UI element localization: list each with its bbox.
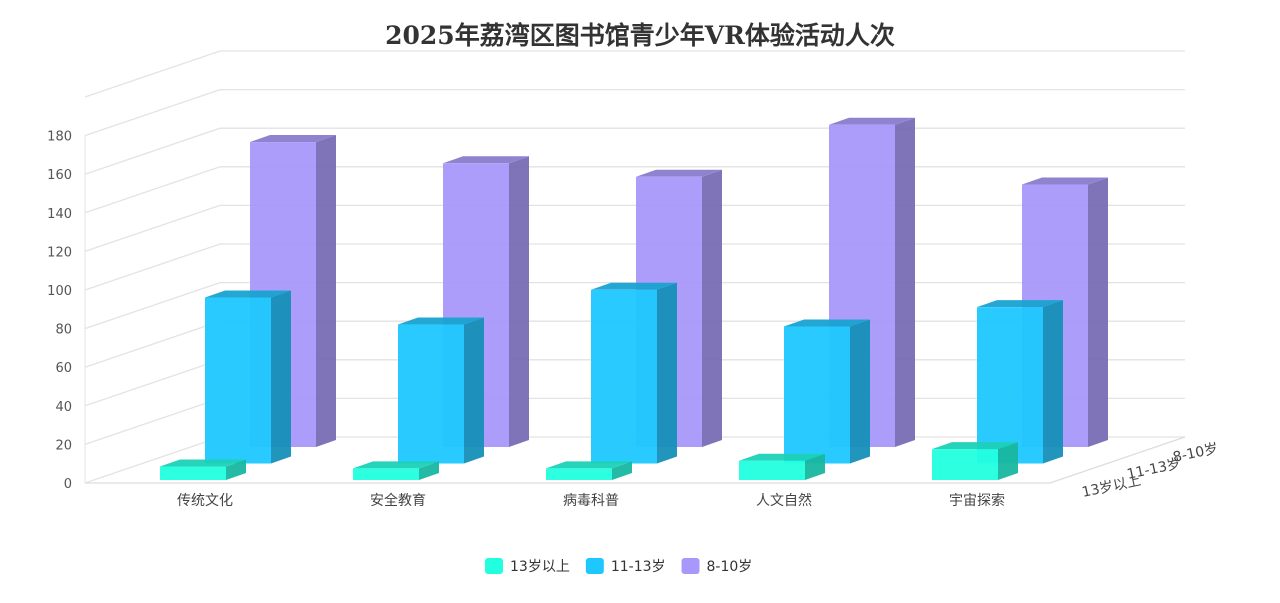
bar-top — [1022, 177, 1108, 185]
bar-side — [895, 117, 915, 447]
bar-front — [546, 468, 612, 480]
legend-item: 8-10岁 — [681, 558, 753, 575]
bar-top — [443, 156, 529, 164]
series-depth-label: 8-10岁 — [1172, 441, 1220, 466]
bar-side — [998, 442, 1018, 480]
bar — [591, 282, 677, 464]
bar-front — [932, 449, 998, 480]
bar-front — [784, 326, 850, 464]
bars — [160, 117, 1108, 480]
bar-side — [226, 459, 246, 480]
legend-swatch — [485, 558, 503, 574]
x-tick-label: 人文自然 — [756, 492, 812, 509]
bar-top — [546, 461, 632, 469]
bar-side — [702, 169, 722, 448]
bar-side — [1043, 300, 1063, 464]
bar — [353, 461, 439, 480]
y-tick-label: 20 — [55, 438, 72, 453]
y-tick-label: 0 — [64, 477, 72, 492]
legend-swatch — [681, 558, 700, 574]
y-tick-label: 180 — [47, 130, 72, 145]
bar-side — [805, 453, 825, 480]
bar-side — [271, 290, 291, 464]
x-tick-label: 传统文化 — [177, 493, 233, 509]
bar-front — [977, 307, 1043, 464]
bar-side — [316, 135, 336, 447]
x-tick-label: 病毒科普 — [563, 493, 619, 509]
bar — [398, 317, 484, 464]
bar-top — [398, 317, 484, 325]
bar-side — [509, 156, 529, 448]
gridline — [84, 88, 1185, 137]
bar-front — [160, 466, 226, 480]
legend-label: 11-13岁 — [611, 559, 666, 575]
bar-side — [419, 461, 439, 480]
bar-side — [464, 317, 484, 464]
bar — [977, 300, 1063, 464]
chart-title: 2025年荔湾区图书馆青少年VR体验活动人次 — [385, 21, 895, 50]
bar-top — [250, 135, 336, 143]
bar-front — [398, 324, 464, 464]
y-tick-label: 140 — [47, 207, 72, 222]
bar-top — [591, 282, 677, 290]
bar-top — [636, 169, 722, 177]
bar-top — [353, 461, 439, 469]
bar — [205, 290, 291, 464]
bar-top — [977, 300, 1063, 308]
bar-top — [784, 319, 870, 327]
x-tick-label: 宇宙探索 — [949, 492, 1005, 509]
y-tick-label: 100 — [47, 284, 72, 299]
y-tick-label: 40 — [55, 400, 72, 415]
bar-top — [932, 442, 1018, 450]
bar — [546, 461, 632, 480]
legend-item: 11-13岁 — [585, 558, 666, 575]
legend-swatch — [585, 558, 604, 574]
floor-edge — [85, 436, 1186, 484]
bar-top — [205, 290, 291, 298]
bar-front — [591, 289, 657, 464]
bar-side — [850, 319, 870, 464]
bar — [784, 319, 870, 464]
bar-side — [657, 282, 677, 464]
bar-top — [829, 117, 915, 125]
bar — [932, 442, 1018, 480]
bar — [739, 453, 825, 480]
y-tick-label: 80 — [55, 323, 72, 338]
x-tick-label: 安全教育 — [370, 492, 426, 509]
legend-item: 13岁以上 — [485, 558, 570, 575]
bar-top — [160, 459, 246, 467]
y-tick-label: 160 — [47, 168, 72, 183]
bar-top — [739, 453, 825, 461]
legend: 13岁以上 11-13岁 8-10岁 — [485, 558, 752, 575]
bar-side — [612, 461, 632, 480]
legend-label: 13岁以上 — [510, 559, 570, 575]
legend-label: 8-10岁 — [707, 559, 753, 575]
bar-side — [1088, 177, 1108, 447]
bar-front — [353, 468, 419, 480]
y-tick-label: 60 — [55, 361, 72, 376]
y-tick-label: 120 — [47, 245, 72, 260]
gridline — [84, 50, 1185, 98]
bar-front — [205, 297, 271, 464]
bar — [160, 459, 246, 480]
bar-front — [739, 460, 805, 480]
